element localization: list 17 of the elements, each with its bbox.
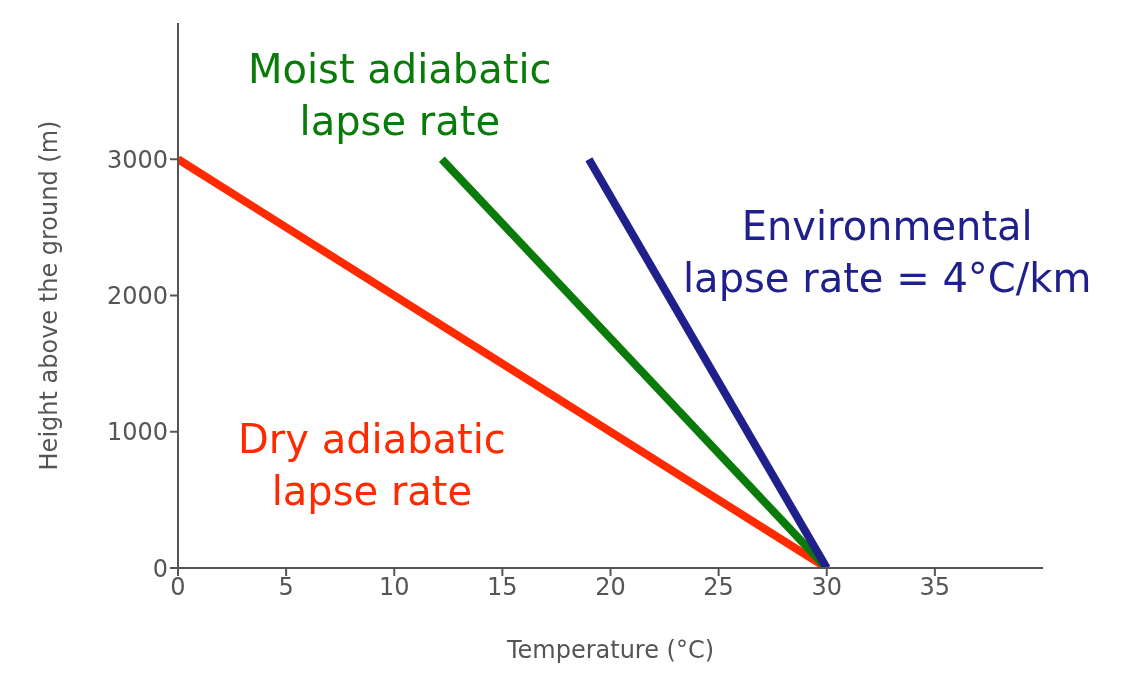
x-tick-label: 15: [487, 573, 518, 602]
x-tick-label: 0: [170, 573, 186, 602]
x-tick-label: 30: [811, 573, 843, 602]
x-tick-label: 10: [378, 573, 410, 602]
x-axis-title: Temperature (°C): [505, 636, 715, 664]
y-tick-label: 0: [152, 554, 168, 583]
x-tick-label: 5: [278, 573, 294, 602]
x-tick-label: 25: [703, 573, 734, 602]
y-tick-label: 3000: [106, 145, 168, 174]
y-tick-label: 1000: [106, 418, 168, 447]
series-label: Moist adiabatic lapse rate: [248, 45, 552, 146]
x-tick-label: 35: [919, 573, 951, 602]
x-tick-label: 20: [595, 573, 626, 602]
series-label: Environmental lapse rate = 4°C/km: [683, 202, 1092, 303]
series-label: Dry adiabatic lapse rate: [238, 415, 506, 516]
y-tick-label: 2000: [106, 282, 168, 311]
y-axis-title: Height above the ground (m): [34, 120, 63, 471]
